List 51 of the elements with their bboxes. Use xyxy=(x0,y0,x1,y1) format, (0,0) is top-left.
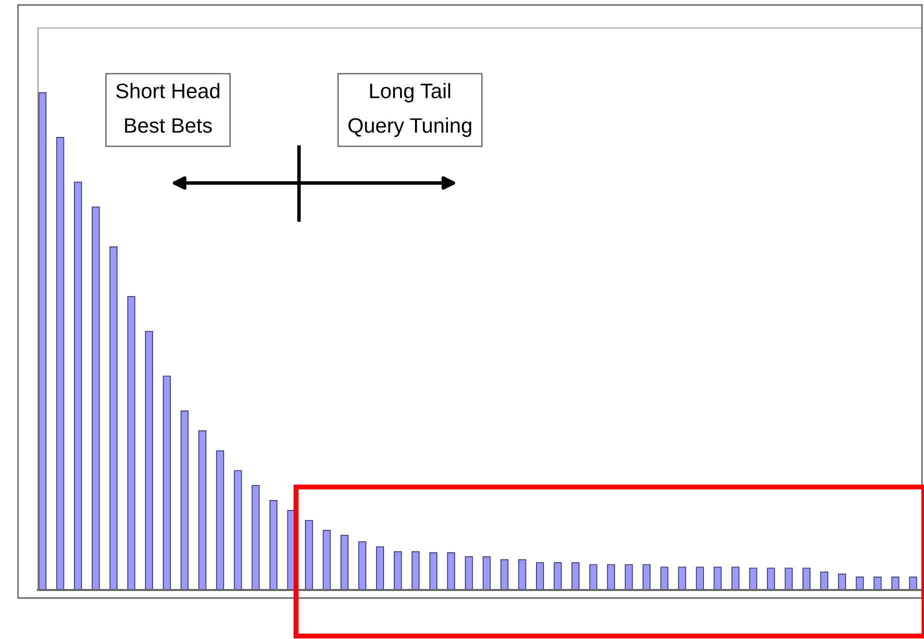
bar xyxy=(358,541,366,590)
bar xyxy=(660,566,668,590)
annotation: Short Head Best Bets xyxy=(116,83,220,133)
annotation: Long Tail Query Tuning xyxy=(348,83,472,137)
bar xyxy=(607,564,616,590)
bar xyxy=(180,410,189,590)
bar xyxy=(464,556,473,590)
bar xyxy=(749,568,758,590)
bar xyxy=(536,562,544,590)
bar xyxy=(696,566,704,590)
bar xyxy=(642,564,651,590)
bar xyxy=(518,559,526,590)
bar xyxy=(766,568,775,590)
bar xyxy=(269,500,278,590)
bar xyxy=(447,552,456,590)
bar xyxy=(429,552,438,590)
bar xyxy=(110,246,118,590)
bar xyxy=(305,520,313,590)
bar xyxy=(216,450,224,590)
bar xyxy=(340,534,348,590)
bar xyxy=(909,576,918,590)
bar xyxy=(198,430,206,590)
bar xyxy=(731,566,740,590)
bar xyxy=(572,562,580,590)
bar xyxy=(500,559,508,590)
bar xyxy=(252,485,260,590)
bar xyxy=(838,574,846,590)
bar xyxy=(891,576,900,590)
bar xyxy=(56,136,64,590)
bar xyxy=(624,564,633,590)
bar xyxy=(394,551,402,590)
bar xyxy=(714,566,722,590)
bar xyxy=(322,530,331,590)
bar xyxy=(145,330,154,590)
bar xyxy=(784,568,793,590)
bar xyxy=(820,572,828,590)
bar xyxy=(802,568,810,590)
bar xyxy=(127,296,136,590)
bar xyxy=(678,566,686,590)
bar xyxy=(92,206,100,590)
bar xyxy=(74,182,82,590)
bar xyxy=(234,470,242,590)
bar xyxy=(589,564,598,590)
bar xyxy=(412,551,420,590)
bar xyxy=(856,576,864,590)
bar xyxy=(38,92,46,590)
bar xyxy=(162,376,171,590)
bar xyxy=(376,546,384,590)
bar xyxy=(874,576,882,590)
bar xyxy=(554,562,562,590)
bar xyxy=(482,556,491,590)
